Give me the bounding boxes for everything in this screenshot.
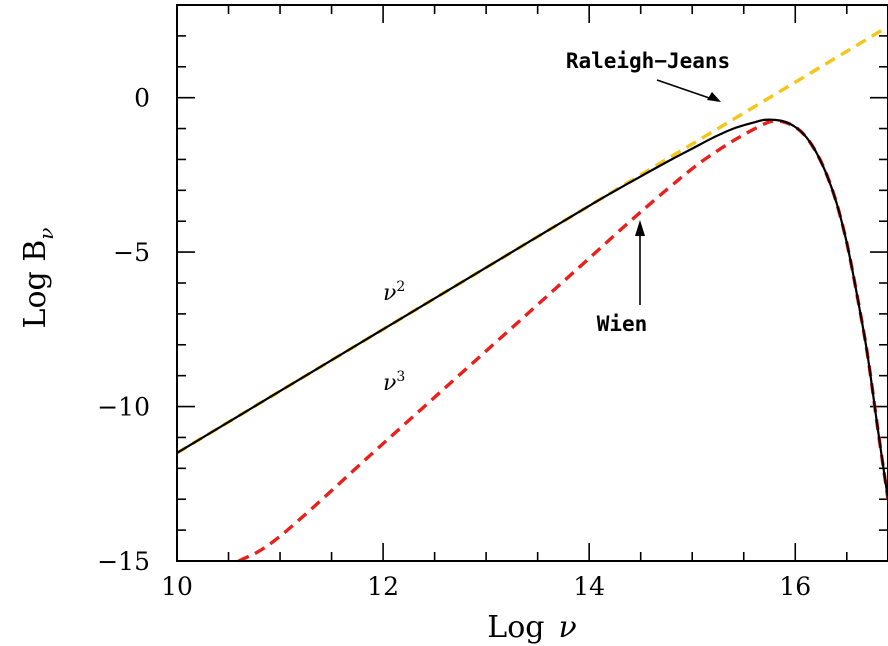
nu3-exponent: 3	[396, 369, 405, 385]
y-tick-label: −5	[113, 238, 150, 267]
y-tick-label: −10	[97, 393, 150, 422]
y-axis-label: Log Bν	[18, 228, 58, 329]
tick-labels: 10 12 14 16 −15 −10 −5 0	[97, 84, 811, 601]
series-line-planck	[176, 118, 888, 500]
y-axis-label-main: Log B	[18, 240, 53, 329]
x-axis-label: Log ν	[487, 610, 576, 645]
series-lines	[176, 25, 888, 563]
x-tick-label: 12	[367, 572, 399, 601]
nu3-base: ν	[383, 371, 396, 396]
nu2-exponent: 2	[396, 279, 405, 295]
y-tick-label: 0	[134, 84, 150, 113]
plot-frame	[176, 4, 888, 562]
x-tick-label: 14	[573, 572, 605, 601]
annotation-wien: Wien	[597, 312, 648, 336]
arrow-wien-head	[635, 220, 645, 236]
annotation-nu2: ν2	[383, 279, 405, 306]
x-axis-label-main: Log	[487, 610, 544, 645]
arrow-raleigh-jeans-head	[707, 92, 721, 102]
annotation-nu3: ν3	[383, 369, 405, 396]
series-line-wien	[237, 119, 888, 563]
y-axis-label-sub: ν	[34, 228, 58, 240]
x-tick-label: 10	[161, 572, 193, 601]
axis-ticks	[176, 4, 888, 562]
x-tick-label: 16	[779, 572, 811, 601]
x-axis-label-symbol: ν	[558, 610, 576, 645]
y-tick-label: −15	[97, 547, 150, 576]
arrow-raleigh-jeans-shaft	[656, 79, 719, 102]
annotation-raleigh-jeans: Raleigh−Jeans	[566, 49, 730, 73]
nu2-base: ν	[383, 281, 396, 306]
